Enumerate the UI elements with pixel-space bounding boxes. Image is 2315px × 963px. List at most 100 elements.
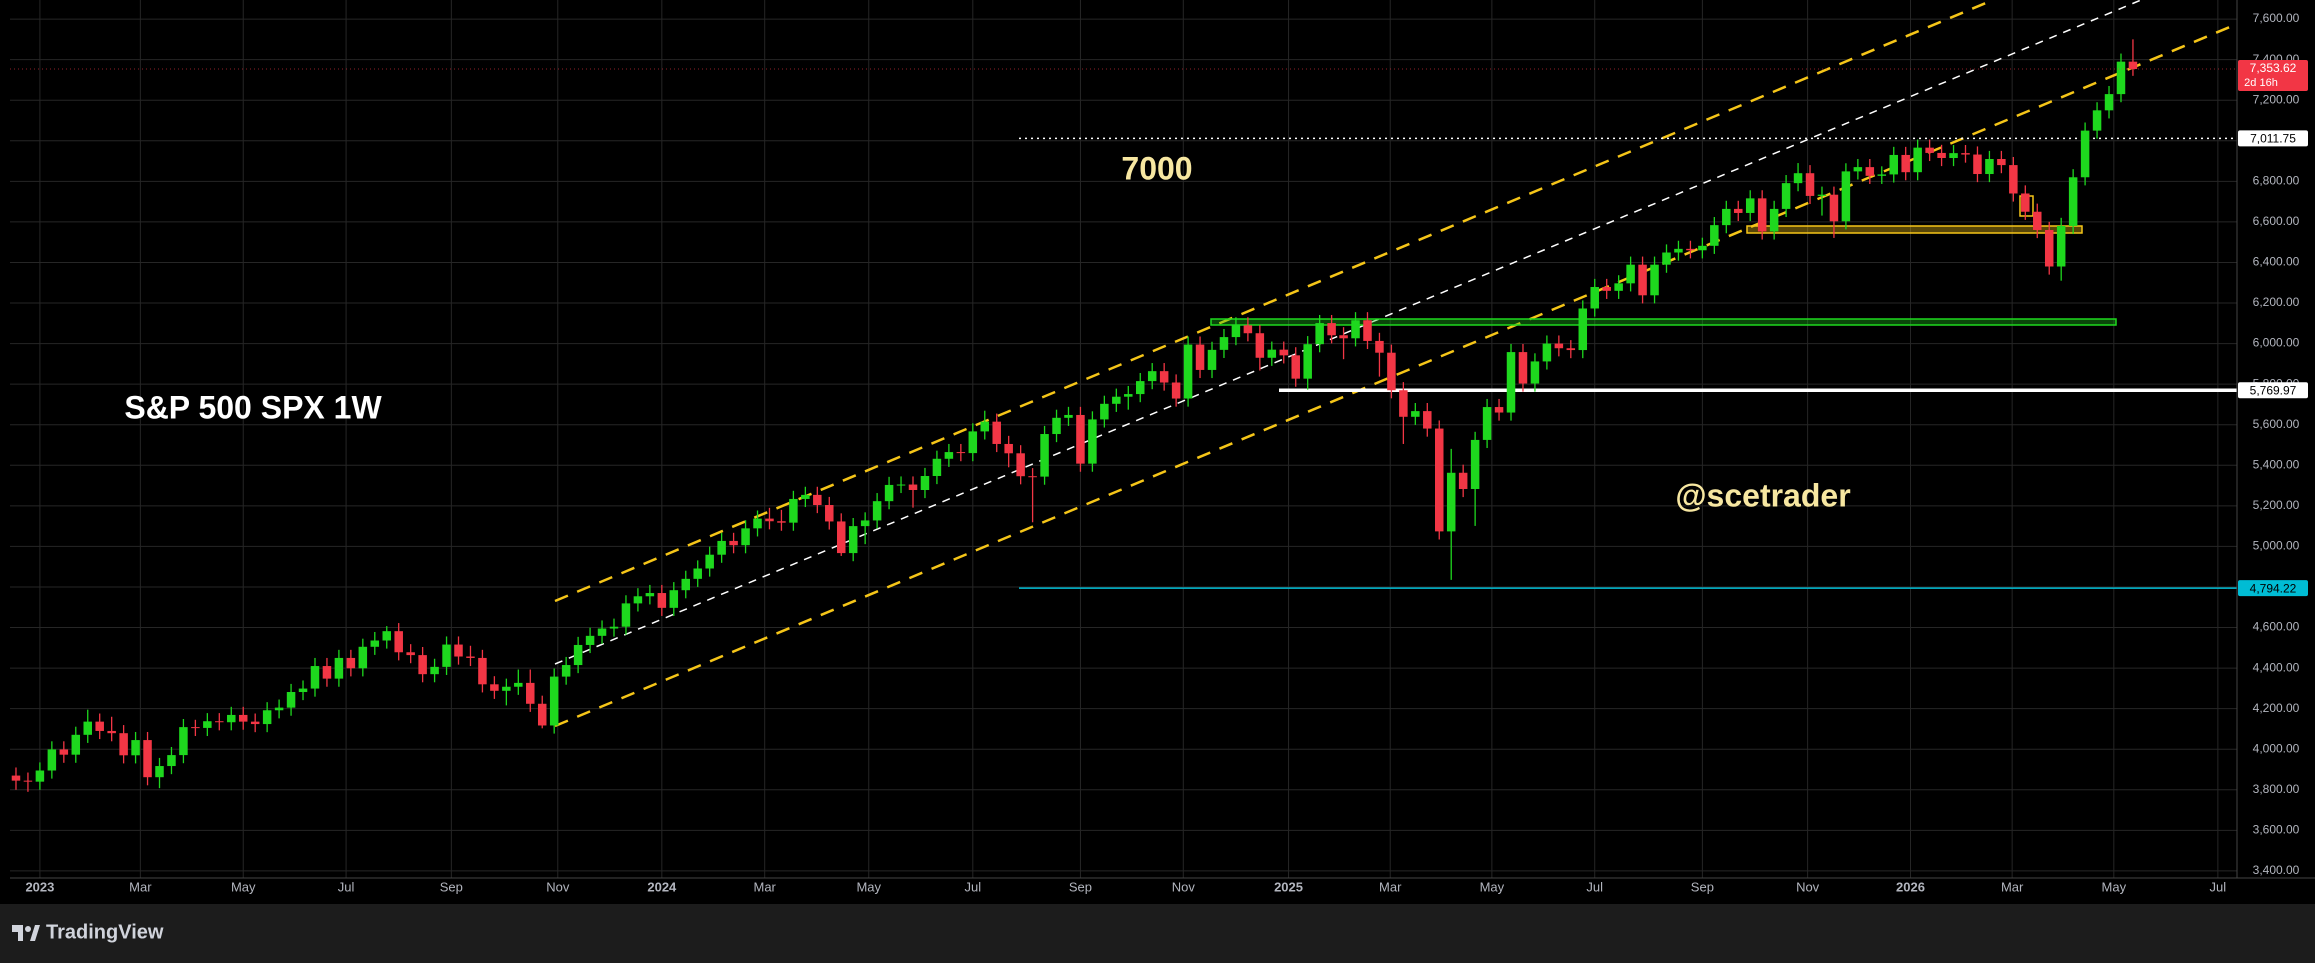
candle-body xyxy=(1829,194,1839,222)
candle-body xyxy=(526,682,535,704)
x-tick-label: Jul xyxy=(1586,879,1603,894)
candle-body xyxy=(1650,264,1659,296)
candle-body xyxy=(1219,337,1229,350)
x-tick-label: Sep xyxy=(1069,879,1092,894)
candle-body xyxy=(1064,414,1073,418)
candle-body xyxy=(286,692,296,708)
y-tick-label: 5,400.00 xyxy=(2253,457,2300,471)
candle-body xyxy=(1793,173,1803,184)
support-zone xyxy=(1210,318,2117,326)
candle-body xyxy=(1722,208,1731,226)
candle-body xyxy=(884,484,894,502)
brand-logo xyxy=(12,925,40,941)
candle-body xyxy=(585,635,595,645)
candle-body xyxy=(753,518,762,529)
axes: 3,400.00 3,600.00 3,800.00 4,000.00 4,200.00… xyxy=(10,11,2308,894)
candle-body xyxy=(1614,283,1623,291)
y-tick-label: 6,600.00 xyxy=(2253,214,2300,228)
candle-body xyxy=(262,710,272,725)
candle-body xyxy=(1518,352,1528,384)
candle-body xyxy=(1985,159,1994,175)
x-tick-label: May xyxy=(1480,879,1505,894)
candle-body xyxy=(908,484,918,491)
candle-body xyxy=(2044,229,2054,267)
candle-body xyxy=(2080,130,2090,178)
candle-body xyxy=(1817,194,1827,196)
grid xyxy=(10,0,2237,878)
candle-body xyxy=(47,749,57,771)
candle-body xyxy=(2009,165,2018,194)
candle-body xyxy=(1207,349,1217,370)
price-tag-label: 4,794.22 xyxy=(2250,581,2297,595)
annotation: 7000 xyxy=(1121,150,1192,186)
x-tick-label: Mar xyxy=(129,879,152,894)
candle-body xyxy=(944,452,954,459)
candle-body xyxy=(1626,264,1635,284)
candle-body xyxy=(717,540,726,555)
candle-body xyxy=(1112,396,1121,404)
candle-body xyxy=(1530,361,1540,384)
annotation: @scetrader xyxy=(1675,477,1850,513)
candle-body xyxy=(1076,414,1085,464)
candle-body xyxy=(2068,177,2078,226)
candle-body xyxy=(191,727,200,729)
x-tick-label: Jul xyxy=(964,879,981,894)
y-tick-label: 3,600.00 xyxy=(2253,823,2300,837)
price-tag xyxy=(2238,382,2308,399)
candle-body xyxy=(1937,152,1946,158)
candle-body xyxy=(1865,167,1875,176)
candle-body xyxy=(1243,325,1253,334)
candle-body xyxy=(1423,411,1432,429)
candle-body xyxy=(346,657,356,669)
y-tick-label: 4,200.00 xyxy=(2253,701,2300,715)
candle-body xyxy=(1674,248,1683,253)
candles xyxy=(11,39,2138,792)
candle-body xyxy=(71,734,81,755)
x-tick-label: Sep xyxy=(440,879,463,894)
logo-shape xyxy=(18,925,23,941)
candle-body xyxy=(1913,147,1922,173)
candle-body xyxy=(1411,411,1420,417)
channel-line xyxy=(554,0,1994,603)
price-tag-label: 5,769.97 xyxy=(2250,383,2297,397)
candle-body xyxy=(310,666,320,689)
x-tick-label: 2024 xyxy=(647,879,677,894)
candle-body xyxy=(478,657,487,685)
candle-body xyxy=(322,666,332,679)
candle-body xyxy=(382,631,391,641)
candle-body xyxy=(1698,245,1707,251)
x-tick-label: Nov xyxy=(546,879,570,894)
y-tick-label: 5,600.00 xyxy=(2253,417,2300,431)
candle-body xyxy=(645,593,655,597)
candle-body xyxy=(227,714,236,723)
y-tick-label: 4,400.00 xyxy=(2253,660,2300,674)
candle-body xyxy=(920,476,930,491)
x-tick-label: May xyxy=(2102,879,2127,894)
candle-body xyxy=(669,590,679,608)
candle-body xyxy=(801,494,810,499)
candle-body xyxy=(155,766,164,778)
brand[interactable]: TradingView xyxy=(46,921,164,943)
candle-body xyxy=(442,644,451,667)
candle-body xyxy=(956,452,966,454)
channel-line xyxy=(554,22,2238,728)
x-tick-label: Nov xyxy=(1172,879,1196,894)
candle-body xyxy=(274,707,284,711)
candle-body xyxy=(1159,371,1169,383)
candle-body xyxy=(705,554,714,569)
candle-body xyxy=(179,727,188,756)
candle-body xyxy=(119,733,128,756)
candle-body xyxy=(1578,308,1588,351)
candle-body xyxy=(1279,349,1289,356)
footer xyxy=(0,904,2315,963)
candle-body xyxy=(932,458,942,477)
candle-body xyxy=(1435,428,1444,532)
candle-body xyxy=(298,688,308,693)
candle-body xyxy=(1100,403,1109,420)
candle-body xyxy=(1458,472,1468,489)
y-tick-label: 7,200.00 xyxy=(2253,92,2300,106)
candle-body xyxy=(107,730,116,734)
candle-body xyxy=(681,578,691,591)
candle-body xyxy=(2021,193,2030,212)
candle-body xyxy=(1745,198,1755,213)
